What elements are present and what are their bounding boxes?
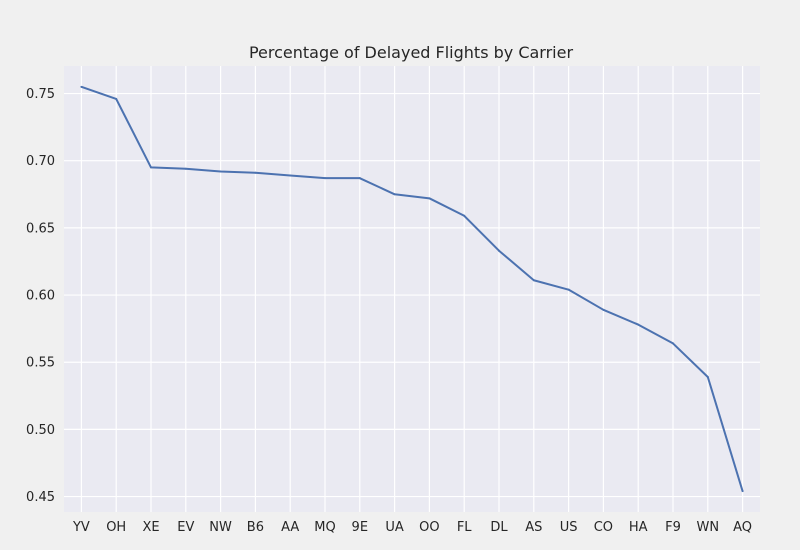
data-point	[150, 166, 152, 169]
x-tick-label: MQ	[314, 520, 335, 535]
x-tick-label: HA	[629, 520, 648, 535]
x-tick-label: FL	[457, 520, 472, 535]
data-point	[80, 85, 83, 88]
x-tick-label: F9	[665, 520, 681, 535]
data-point	[672, 342, 674, 345]
x-tick-labels: YV OH XE EV NW B6 AA MQ 9E UA OO FL DL AS US CO HA F9 WN AQ	[72, 520, 752, 535]
x-tick-label: AA	[281, 520, 299, 535]
y-tick-label: 0.75	[26, 87, 55, 102]
x-tick-label: CO	[594, 520, 613, 535]
data-point	[602, 308, 605, 311]
x-tick-label: UA	[385, 520, 404, 535]
y-tick-label: 0.60	[26, 289, 55, 304]
data-point	[115, 97, 118, 100]
x-tick-label: DL	[490, 520, 508, 535]
x-tick-label: NW	[209, 520, 232, 535]
data-point	[358, 177, 361, 180]
data-points	[80, 85, 744, 493]
data-point	[289, 174, 292, 177]
data-point	[324, 177, 326, 180]
data-point	[428, 197, 431, 200]
x-tick-label: WN	[697, 520, 720, 535]
data-point	[532, 279, 535, 282]
x-tick-label: US	[560, 520, 578, 535]
data-point	[567, 288, 570, 291]
y-tick-label: 0.45	[26, 490, 55, 505]
x-tick-label: B6	[247, 520, 264, 535]
data-point	[706, 375, 709, 378]
x-tick-label: OO	[419, 520, 439, 535]
data-point	[254, 171, 257, 174]
chart-title: Percentage of Delayed Flights by Carrier	[249, 43, 574, 62]
data-point	[498, 249, 500, 252]
x-tick-label: AQ	[733, 520, 752, 535]
y-tick-label: 0.55	[26, 356, 55, 371]
plot-area	[64, 66, 760, 512]
data-point	[393, 193, 396, 196]
x-tick-label: XE	[142, 520, 159, 535]
x-tick-label: 9E	[352, 520, 369, 535]
series-line	[81, 85, 744, 492]
y-tick-label: 0.65	[26, 221, 55, 236]
data-point	[741, 490, 744, 493]
data-point	[637, 323, 640, 326]
x-tick-label: AS	[525, 520, 542, 535]
y-gridlines	[64, 92, 760, 498]
data-point	[184, 167, 187, 170]
y-tick-label: 0.50	[26, 423, 55, 438]
x-tick-label: YV	[72, 520, 90, 535]
x-tick-label: OH	[106, 520, 126, 535]
data-point	[219, 170, 222, 173]
y-tick-label: 0.70	[26, 154, 55, 169]
x-gridlines	[80, 66, 744, 512]
x-tick-label: EV	[177, 520, 194, 535]
y-tick-labels: 0.45 0.50 0.55 0.60 0.65 0.70 0.75	[26, 87, 55, 505]
data-point	[463, 214, 466, 217]
